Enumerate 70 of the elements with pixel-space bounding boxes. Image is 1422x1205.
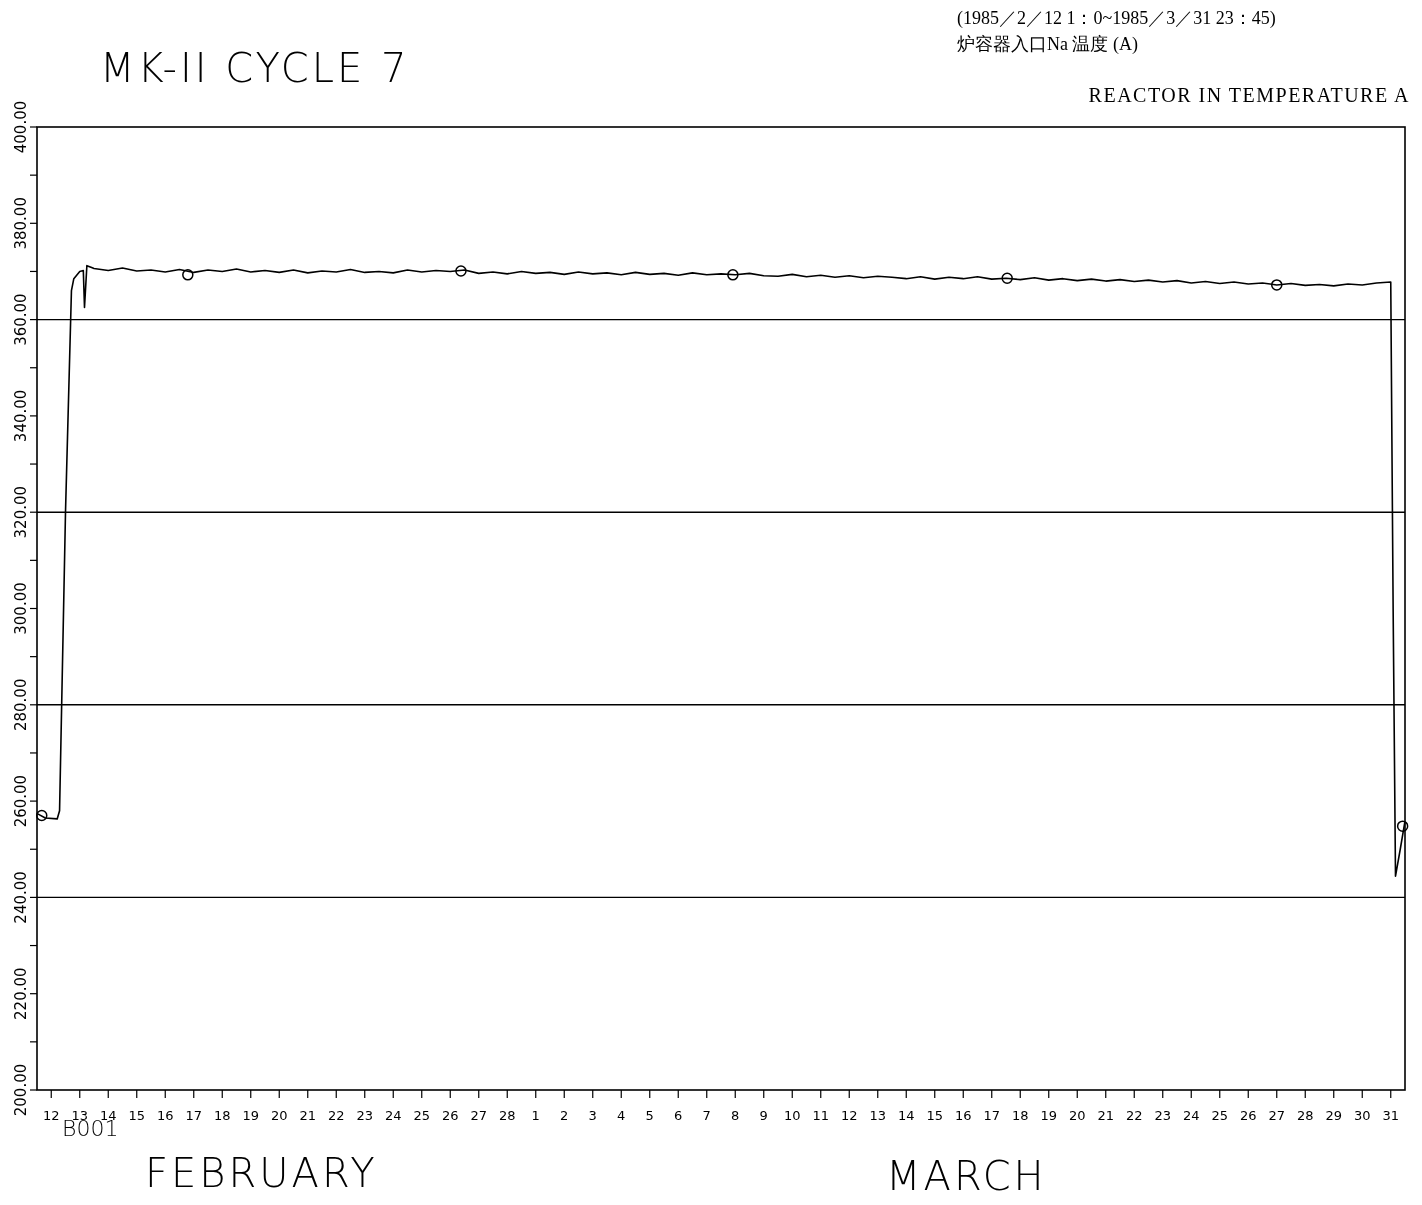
y-tick-label: 320.00 <box>12 485 30 539</box>
x-tick-label: 3 <box>588 1108 597 1123</box>
x-tick-label: 23 <box>356 1108 374 1123</box>
x-tick-label: 5 <box>645 1108 654 1123</box>
x-tick-label: 18 <box>1011 1108 1029 1123</box>
point <box>1001 272 1013 284</box>
point <box>727 269 739 281</box>
x-tick-label: 22 <box>1125 1108 1143 1123</box>
x-tick-label: 31 <box>1382 1108 1400 1123</box>
x-tick-label: 22 <box>327 1108 345 1123</box>
x-tick-label: 19 <box>1040 1108 1058 1123</box>
x-tick-label: 9 <box>759 1108 768 1123</box>
x-tick-label: 18 <box>213 1108 231 1123</box>
point <box>1396 820 1409 832</box>
x-tick-label: 12 <box>42 1108 60 1123</box>
text: REACTOR IN TEMPERATURE A <box>1088 84 1410 106</box>
x-tick-label: 24 <box>384 1108 402 1123</box>
x-tick-label: 17 <box>983 1108 1001 1123</box>
y-tick-label: 380.00 <box>12 197 30 250</box>
x-tick-label: 17 <box>185 1108 203 1123</box>
x-tick-label: 14 <box>897 1108 915 1123</box>
x-tick-label: 16 <box>156 1108 174 1123</box>
x-tick-label: 28 <box>1296 1108 1314 1123</box>
x-tick-label: 21 <box>1097 1108 1115 1123</box>
point <box>36 809 48 822</box>
chart-subtitle: (1985／2／12 1：0~1985／3／31 23：45) <box>957 8 1276 29</box>
y-tick-label: 280.00 <box>12 678 30 732</box>
x-tick-label: 12 <box>840 1108 858 1123</box>
x-tick-label: 25 <box>413 1108 431 1123</box>
x-tick-label: 15 <box>128 1108 146 1123</box>
x-tick-label: 10 <box>783 1108 801 1123</box>
x-tick-label: 21 <box>299 1108 317 1123</box>
y-tick-label: 340.00 <box>12 389 30 443</box>
x-tick-label: 19 <box>242 1108 260 1123</box>
x-tick-label: 1 <box>531 1108 540 1123</box>
x-tick-label: 25 <box>1211 1108 1229 1123</box>
x-tick-label: 27 <box>470 1108 488 1123</box>
x-tick-label: 7 <box>702 1108 711 1123</box>
y-tick-label: 200.00 <box>12 1063 30 1117</box>
text: FEBRUARY <box>145 1150 378 1196</box>
x-tick-label: 20 <box>1068 1108 1086 1123</box>
x-tick-label: 29 <box>1325 1108 1343 1123</box>
x-tick-label: 8 <box>731 1108 740 1123</box>
point <box>455 265 467 277</box>
x-tick-label: 15 <box>926 1108 944 1123</box>
x-tick-label: 26 <box>1239 1108 1257 1123</box>
x-tick-label: 26 <box>441 1108 459 1123</box>
x-tick-label: 6 <box>674 1108 683 1123</box>
text: 炉容器入口Na 温度 (A) <box>957 34 1138 55</box>
x-tick-label: 13 <box>869 1108 887 1123</box>
y-tick-label: 240.00 <box>12 871 30 924</box>
x-tick-label: 27 <box>1268 1108 1286 1123</box>
chart-title: MK-II CYCLE 7 <box>100 45 410 91</box>
y-tick-label: 360.00 <box>12 293 30 346</box>
x-tick-label: 20 <box>270 1108 288 1123</box>
text: MARCH <box>886 1153 1047 1199</box>
x-tick-label: 23 <box>1154 1108 1172 1123</box>
y-tick-label: 400.00 <box>12 100 30 154</box>
x-tick-label: 16 <box>954 1108 972 1123</box>
y-tick-label: 220.00 <box>12 967 30 1020</box>
y-tick-label: 300.00 <box>12 582 30 635</box>
x-tick-label: 24 <box>1182 1108 1200 1123</box>
x-tick-label: 11 <box>812 1108 830 1123</box>
x-tick-label: 30 <box>1353 1108 1371 1123</box>
x-tick-label: 28 <box>498 1108 516 1123</box>
point <box>1271 279 1283 291</box>
y-tick-label: 260.00 <box>12 774 30 828</box>
x-tick-label: 4 <box>617 1108 626 1123</box>
x-tick-label: 2 <box>560 1108 569 1123</box>
point <box>182 269 194 281</box>
